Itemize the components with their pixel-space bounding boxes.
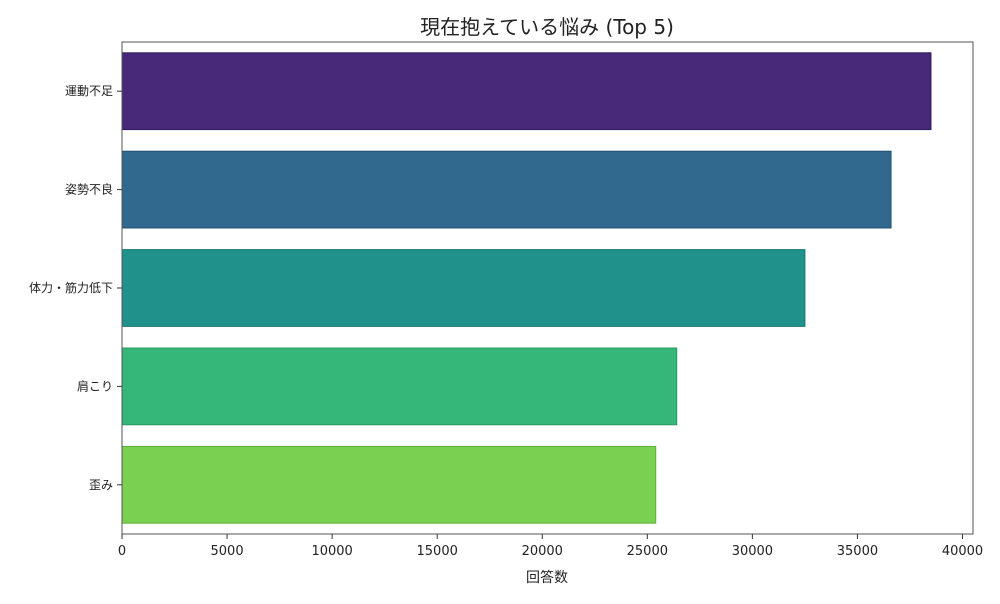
y-tick-label-4: 歪み bbox=[89, 478, 113, 492]
bar-3 bbox=[121, 347, 678, 426]
x-tick-label-8: 40000 bbox=[942, 544, 983, 559]
x-axis-ticks: 0 5000 10000 15000 20000 25000 30000 35000 40000 bbox=[118, 534, 983, 559]
y-tick-label-3: 肩こり bbox=[77, 378, 113, 393]
x-tick-label-4: 20000 bbox=[522, 544, 563, 559]
x-tick-label-2: 10000 bbox=[311, 544, 352, 559]
y-tick-label-0: 運動不足 bbox=[65, 84, 113, 98]
bars-group bbox=[121, 52, 932, 524]
y-tick-label-2: 体力・筋力低下 bbox=[29, 280, 113, 295]
bar-2 bbox=[121, 249, 806, 327]
chart-title: 現在抱えている悩み (Top 5) bbox=[420, 15, 674, 39]
x-tick-label-3: 15000 bbox=[417, 544, 458, 559]
x-axis-label: 回答数 bbox=[526, 569, 568, 586]
x-tick-label-6: 30000 bbox=[732, 544, 773, 559]
bar-1 bbox=[121, 150, 892, 229]
y-tick-label-1: 姿勢不良 bbox=[65, 182, 113, 197]
x-tick-label-1: 5000 bbox=[211, 544, 244, 559]
x-tick-label-7: 35000 bbox=[837, 544, 878, 559]
x-tick-label-5: 25000 bbox=[627, 544, 668, 559]
bar-0 bbox=[121, 52, 932, 131]
bar-4 bbox=[121, 445, 657, 524]
x-tick-label-0: 0 bbox=[118, 544, 126, 559]
